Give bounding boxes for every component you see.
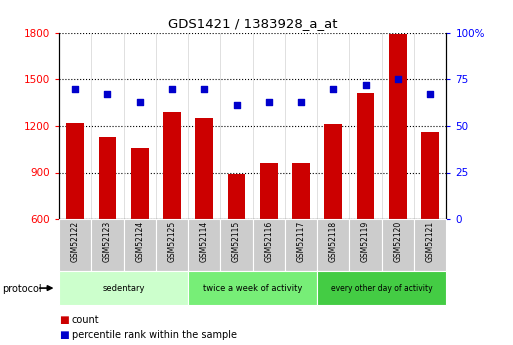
- Point: [71, 86, 79, 91]
- Bar: [324, 124, 342, 219]
- Bar: [131, 148, 149, 219]
- Text: ■: ■: [59, 315, 69, 325]
- Point: [232, 103, 241, 108]
- Point: [362, 82, 370, 88]
- Point: [297, 99, 305, 105]
- Text: GSM52122: GSM52122: [71, 221, 80, 262]
- Bar: [228, 174, 245, 219]
- Text: ■: ■: [59, 330, 69, 339]
- Bar: [260, 163, 278, 219]
- Text: every other day of activity: every other day of activity: [331, 284, 432, 293]
- Point: [135, 99, 144, 105]
- Bar: [389, 34, 407, 219]
- Text: GSM52119: GSM52119: [361, 221, 370, 262]
- Text: GSM52118: GSM52118: [329, 221, 338, 262]
- Text: GSM52114: GSM52114: [200, 221, 209, 262]
- Bar: [195, 118, 213, 219]
- Bar: [91, 219, 124, 271]
- Text: count: count: [72, 315, 100, 325]
- Text: protocol: protocol: [3, 284, 42, 294]
- Point: [265, 99, 273, 105]
- Point: [168, 86, 176, 91]
- Bar: [188, 271, 317, 305]
- Bar: [156, 219, 188, 271]
- Text: GSM52123: GSM52123: [103, 221, 112, 262]
- Text: GSM52116: GSM52116: [264, 221, 273, 262]
- Text: GSM52120: GSM52120: [393, 221, 402, 262]
- Text: GSM52125: GSM52125: [167, 221, 176, 262]
- Bar: [98, 137, 116, 219]
- Point: [329, 86, 338, 91]
- Bar: [59, 271, 188, 305]
- Text: percentile rank within the sample: percentile rank within the sample: [72, 330, 237, 339]
- Point: [200, 86, 208, 91]
- Text: twice a week of activity: twice a week of activity: [203, 284, 302, 293]
- Text: GSM52121: GSM52121: [426, 221, 435, 262]
- Bar: [317, 219, 349, 271]
- Text: GSM52117: GSM52117: [297, 221, 306, 262]
- Title: GDS1421 / 1383928_a_at: GDS1421 / 1383928_a_at: [168, 17, 338, 30]
- Bar: [414, 219, 446, 271]
- Bar: [285, 219, 317, 271]
- Point: [103, 91, 111, 97]
- Bar: [292, 163, 310, 219]
- Bar: [252, 219, 285, 271]
- Bar: [221, 219, 252, 271]
- Text: sedentary: sedentary: [102, 284, 145, 293]
- Bar: [124, 219, 156, 271]
- Bar: [163, 112, 181, 219]
- Text: GSM52124: GSM52124: [135, 221, 144, 262]
- Bar: [59, 219, 91, 271]
- Bar: [382, 219, 414, 271]
- Point: [394, 77, 402, 82]
- Bar: [188, 219, 221, 271]
- Bar: [317, 271, 446, 305]
- Bar: [66, 123, 84, 219]
- Text: GSM52115: GSM52115: [232, 221, 241, 262]
- Bar: [349, 219, 382, 271]
- Point: [426, 91, 435, 97]
- Bar: [421, 132, 439, 219]
- Bar: [357, 93, 374, 219]
